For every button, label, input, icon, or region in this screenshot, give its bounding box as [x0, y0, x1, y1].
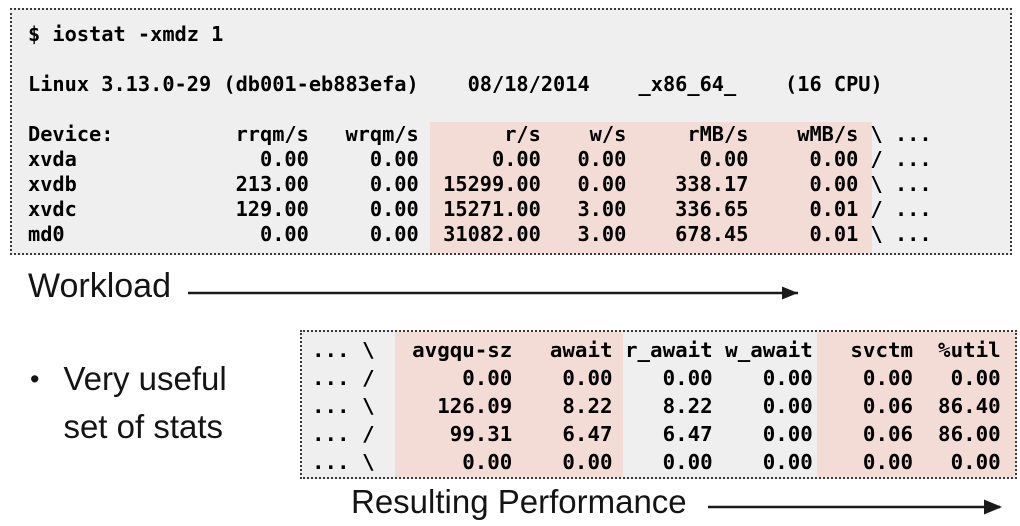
perf-row-md0: ... \ 0.00 0.00 0.00 0.00 0.00 0.00	[312, 448, 1015, 476]
row-left-segment: ... \	[312, 338, 388, 362]
row-highlight-segment: 0.00 0.00	[387, 450, 613, 474]
row-left-segment: xvdc 129.00 0.00	[28, 197, 419, 221]
resulting-performance-arrow	[708, 499, 1002, 515]
row-mid-segment: 6.47 0.00	[612, 422, 813, 446]
row-right-segment: \ ...	[858, 172, 932, 196]
perf-row-xvdb: ... \ 126.09 8.22 8.22 0.00 0.06 86.40	[312, 392, 1015, 420]
row-highlight-segment: 0.00 0.00 0.00 0.00	[418, 147, 859, 171]
device-row-xvda: xvda 0.00 0.00 0.00 0.00 0.00 0.00 / ...	[28, 147, 1010, 172]
workload-arrow	[188, 286, 798, 300]
row-right-segment: / ...	[858, 147, 932, 171]
row-right-segment: \ ...	[858, 122, 932, 146]
row-highlight-segment: 0.06 86.00	[812, 422, 1001, 446]
row-highlight-segment: 0.06 86.40	[812, 394, 1001, 418]
row-highlight-segment: 99.31 6.47	[387, 422, 613, 446]
perf-row-xvdc: ... / 99.31 6.47 6.47 0.00 0.06 86.00	[312, 420, 1015, 448]
row-highlight-segment: 0.00 0.00	[812, 450, 1001, 474]
bullet-icon: •	[30, 364, 40, 394]
command-line: $ iostat -xmdz 1	[28, 22, 224, 46]
workload-label: Workload	[28, 267, 171, 305]
highlight-queue-wait-columns	[394, 332, 623, 477]
resulting-performance-label: Resulting Performance	[351, 483, 687, 520]
row-mid-segment: r_await w_await	[612, 338, 813, 362]
row-highlight-segment: 0.00 0.00	[387, 366, 613, 390]
row-left-segment: md0 0.00 0.00	[28, 222, 419, 246]
bullet-text-line2: set of stats	[63, 408, 224, 445]
device-row-md0: md0 0.00 0.00 31082.00 3.00 678.45 0.01 …	[28, 222, 1010, 247]
row-mid-segment: 0.00 0.00	[612, 450, 813, 474]
row-highlight-segment: 15271.00 3.00 336.65 0.01	[418, 197, 859, 221]
row-left-segment: ... /	[312, 422, 388, 446]
device-row-xvdc: xvdc 129.00 0.00 15271.00 3.00 336.65 0.…	[28, 197, 1010, 222]
bullet-item: • Very useful set of stats	[30, 355, 227, 451]
system-info-line: Linux 3.13.0-29 (db001-eb883efa) 08/18/2…	[28, 72, 883, 96]
row-left-segment: xvdb 213.00 0.00	[28, 172, 419, 196]
iostat-output-top-box: $ iostat -xmdz 1 Linux 3.13.0-29 (db001-…	[10, 8, 1012, 255]
row-left-segment: ... /	[312, 366, 388, 390]
row-highlight-segment: 0.00 0.00	[812, 366, 1001, 390]
iostat-output-bottom-box: ... \ avgqu-sz await r_await w_await svc…	[300, 330, 1017, 479]
iostat-header-row: Device: rrqm/s wrqm/s r/s w/s rMB/s wMB/…	[28, 122, 1010, 147]
row-highlight-segment: 126.09 8.22	[387, 394, 613, 418]
highlight-svctm-util-columns	[816, 332, 1015, 477]
row-right-segment: / ...	[858, 197, 932, 221]
highlight-workload-columns	[429, 122, 872, 253]
row-left-segment: ... \	[312, 450, 388, 474]
blank-line	[28, 47, 1010, 72]
row-left-segment: ... \	[312, 394, 388, 418]
row-highlight-segment: avgqu-sz await	[387, 338, 613, 362]
row-left-segment: Device: rrqm/s wrqm/s	[28, 122, 419, 146]
row-left-segment: xvda 0.00 0.00	[28, 147, 419, 171]
bullet-text-line1: Very useful	[63, 360, 227, 397]
blank-line	[28, 97, 1010, 122]
perf-header-row: ... \ avgqu-sz await r_await w_await svc…	[312, 336, 1015, 364]
row-highlight-segment: r/s w/s rMB/s wMB/s	[418, 122, 859, 146]
row-mid-segment: 8.22 0.00	[612, 394, 813, 418]
row-highlight-segment: 31082.00 3.00 678.45 0.01	[418, 222, 859, 246]
bullet-text: Very useful set of stats	[63, 355, 226, 451]
row-highlight-segment: svctm %util	[812, 338, 1001, 362]
row-right-segment: \ ...	[858, 222, 932, 246]
row-mid-segment: 0.00 0.00	[612, 366, 813, 390]
row-highlight-segment: 15299.00 0.00 338.17 0.00	[418, 172, 859, 196]
perf-row-xvda: ... / 0.00 0.00 0.00 0.00 0.00 0.00	[312, 364, 1015, 392]
device-row-xvdb: xvdb 213.00 0.00 15299.00 0.00 338.17 0.…	[28, 172, 1010, 197]
